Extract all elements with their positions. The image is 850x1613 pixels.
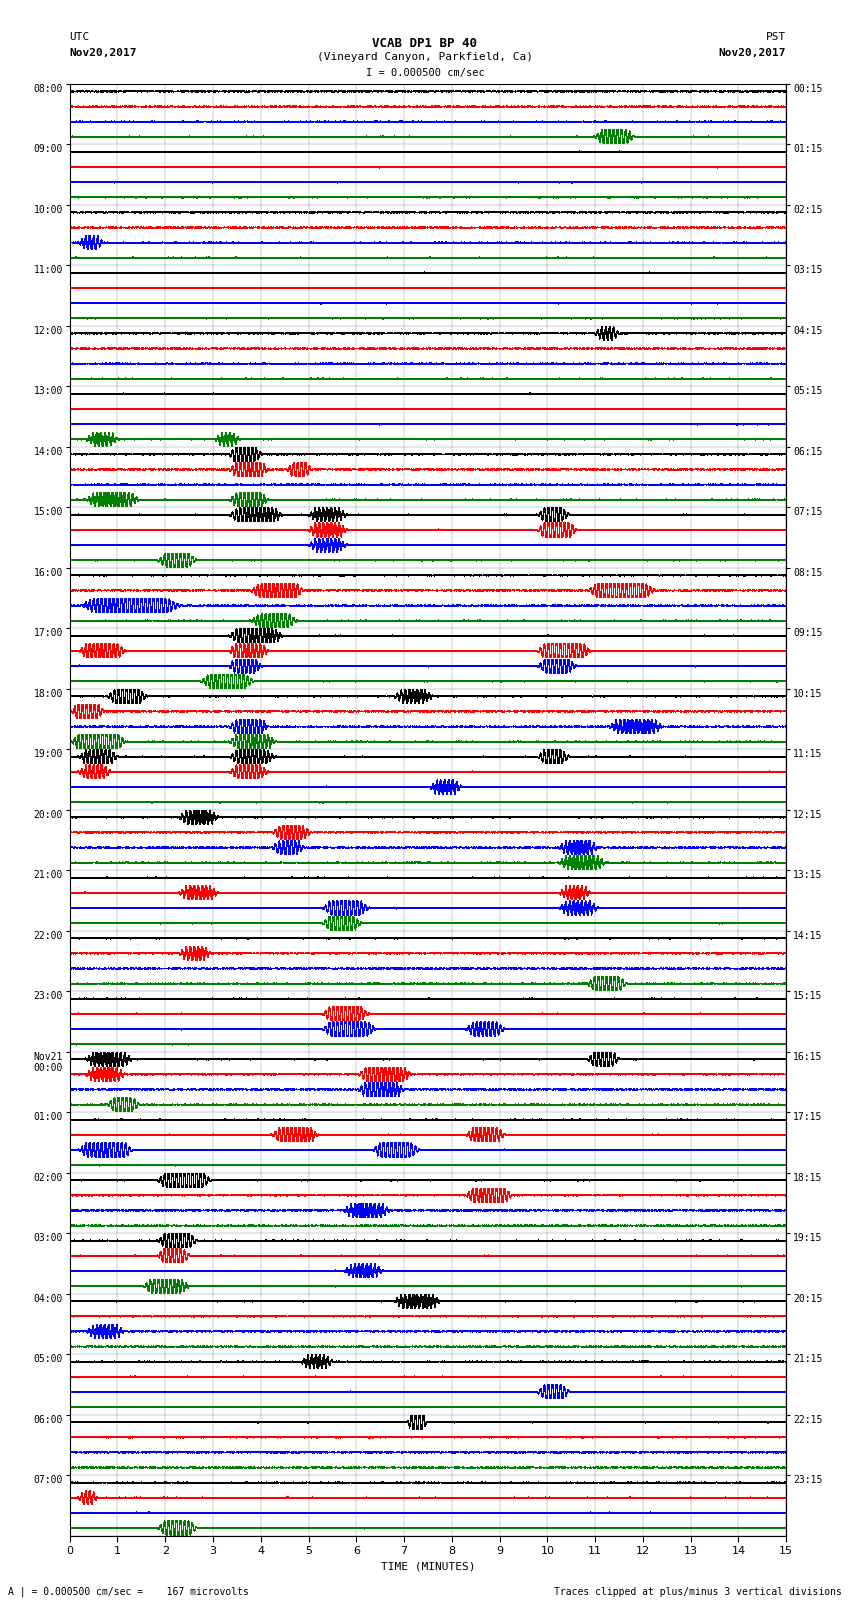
Text: VCAB DP1 BP 40: VCAB DP1 BP 40 [372, 37, 478, 50]
Text: Nov20,2017: Nov20,2017 [719, 48, 786, 58]
Text: I = 0.000500 cm/sec: I = 0.000500 cm/sec [366, 68, 484, 77]
X-axis label: TIME (MINUTES): TIME (MINUTES) [381, 1561, 475, 1571]
Text: Nov20,2017: Nov20,2017 [70, 48, 137, 58]
Text: A | = 0.000500 cm/sec =    167 microvolts: A | = 0.000500 cm/sec = 167 microvolts [8, 1586, 249, 1597]
Text: UTC: UTC [70, 32, 90, 42]
Text: (Vineyard Canyon, Parkfield, Ca): (Vineyard Canyon, Parkfield, Ca) [317, 52, 533, 61]
Text: Traces clipped at plus/minus 3 vertical divisions: Traces clipped at plus/minus 3 vertical … [553, 1587, 842, 1597]
Text: PST: PST [766, 32, 786, 42]
